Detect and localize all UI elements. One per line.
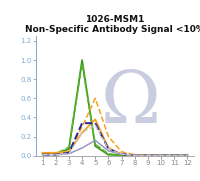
Title: 1026-MSM1
Non-Specific Antibody Signal <10%: 1026-MSM1 Non-Specific Antibody Signal <… bbox=[25, 15, 200, 34]
Text: Ω: Ω bbox=[101, 68, 161, 138]
